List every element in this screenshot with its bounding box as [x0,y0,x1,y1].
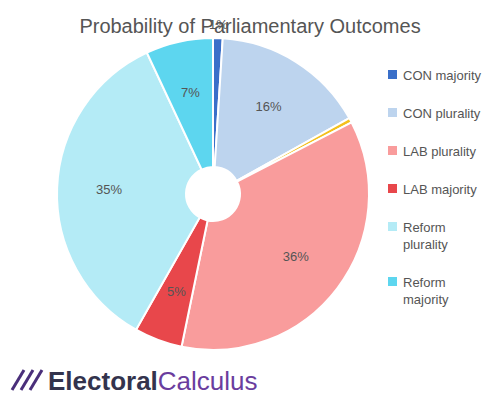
legend-label: LAB majority [403,182,477,197]
legend: CON majority CON plurality LAB plurality LA… [388,68,482,307]
legend-label: CON plurality [403,106,481,121]
title: Probability of Parliamentary Outcomes [79,15,420,37]
data-label: 36% [283,249,309,264]
chart: Probability of Parliamentary Outcomes1%1… [0,0,500,411]
legend-label-line: LAB majority [403,182,477,197]
legend-item: CON plurality [388,106,481,121]
legend-swatch [388,108,397,117]
legend-swatch [388,184,397,193]
logo-slash [30,370,42,390]
legend-label-line: Reform [403,220,446,235]
legend-swatch [388,277,397,286]
annotation: Electoral [48,366,158,396]
legend-label-line: LAB plurality [403,144,476,159]
data-label: 1% [209,17,228,32]
legend-item: Reform plurality [388,220,448,252]
legend-item: LAB plurality [388,144,476,159]
legend-swatch [388,222,397,231]
legend-label-line: majority [403,292,449,307]
legend-label-line: CON majority [403,68,482,83]
slice [147,38,213,170]
data-label: 7% [181,85,200,100]
data-label: 16% [255,99,281,114]
data-label: 35% [96,182,122,197]
logo-text: ElectoralCalculus [48,366,258,396]
legend-label-line: Reform [403,275,446,290]
legend-swatch [388,70,397,79]
data-labels: 1% 16% 36% 5% 35% 7% [96,17,309,299]
legend-label: CON majority [403,68,482,83]
logo: ElectoralCalculus [12,366,258,396]
legend-label: Reform majority [403,275,449,307]
legend-item: Reform majority [388,275,449,307]
legend-label: LAB plurality [403,144,476,159]
legend-item: LAB majority [388,182,477,197]
data-label: 5% [167,284,186,299]
legend-item: CON majority [388,68,482,83]
annotation: Calculus [158,366,258,396]
legend-label-line: plurality [403,237,448,252]
legend-label-line: CON plurality [403,106,481,121]
legend-swatch [388,146,397,155]
pie [57,38,369,350]
legend-label: Reform plurality [403,220,448,252]
